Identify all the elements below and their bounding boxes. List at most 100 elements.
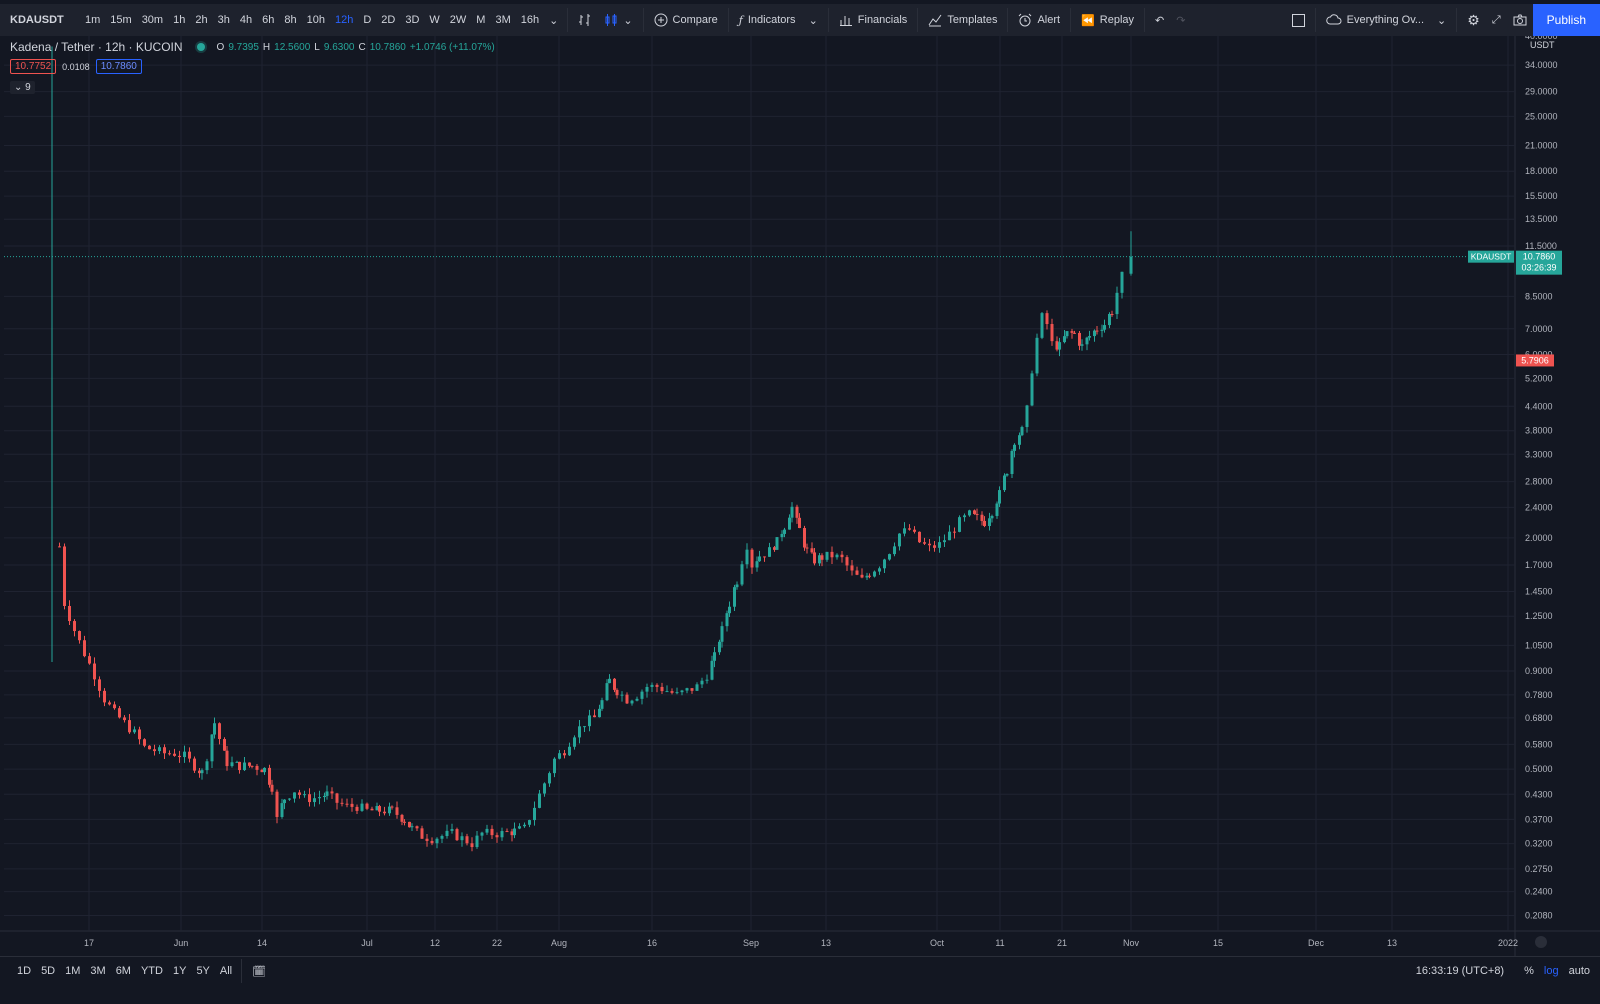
candle-body xyxy=(465,836,469,844)
interval-2D[interactable]: 2D xyxy=(381,14,396,26)
range-5Y[interactable]: 5Y xyxy=(196,965,210,977)
auto-toggle[interactable]: auto xyxy=(1568,965,1590,977)
price-chart[interactable]: 34.0000 29.0000 25.0000 21.0000 18.0000 15.50… xyxy=(0,36,1600,956)
interval-30m[interactable]: 30m xyxy=(141,14,164,26)
log-toggle[interactable]: log xyxy=(1543,965,1559,977)
collapse-indicators-button[interactable]: ⌄ 9 xyxy=(10,81,35,94)
interval-12h[interactable]: 12h xyxy=(334,14,354,26)
redo-button[interactable]: ↷ xyxy=(1170,4,1191,36)
indicators-button[interactable]: ƒ Indicators ⌄ xyxy=(733,4,824,36)
interval-D[interactable]: D xyxy=(363,14,372,26)
interval-10h[interactable]: 10h xyxy=(306,14,325,26)
candle-body xyxy=(640,691,644,699)
percent-toggle[interactable]: % xyxy=(1524,965,1534,977)
settings-button[interactable]: ⚙ xyxy=(1461,4,1486,36)
candle-body xyxy=(313,798,316,803)
compare-label: Compare xyxy=(672,14,718,26)
interval-M[interactable]: M xyxy=(476,14,486,26)
layout-button[interactable]: Everything Ov... ⌄ xyxy=(1320,4,1453,36)
interval-dropdown-icon[interactable]: ⌄ xyxy=(549,14,559,27)
range-3M[interactable]: 3M xyxy=(90,965,106,977)
candle-body xyxy=(388,806,391,814)
sell-price[interactable]: 10.7752 xyxy=(10,59,57,74)
interval-6h[interactable]: 6h xyxy=(262,14,275,26)
interval-8h[interactable]: 8h xyxy=(284,14,297,26)
interval-3D[interactable]: 3D xyxy=(405,14,420,26)
candle-body xyxy=(735,584,739,588)
candle-body xyxy=(1120,271,1124,293)
interval-1h[interactable]: 1h xyxy=(173,14,186,26)
interval-15m[interactable]: 15m xyxy=(110,14,132,26)
candle-body xyxy=(298,792,301,795)
fullscreen-button[interactable]: ⤢ xyxy=(1486,4,1507,36)
interval-W[interactable]: W xyxy=(429,14,440,26)
publish-button[interactable]: Publish xyxy=(1532,4,1600,36)
candle-body xyxy=(225,750,229,767)
candle-body xyxy=(505,831,509,833)
price-tick-label: 7.0000 xyxy=(1525,324,1553,334)
bar-style-button[interactable] xyxy=(572,4,598,36)
candle-body xyxy=(710,660,714,680)
candle-body xyxy=(600,700,604,709)
compare-button[interactable]: Compare xyxy=(648,4,724,36)
axis-settings-icon[interactable] xyxy=(1535,936,1547,948)
candle-body xyxy=(263,767,266,773)
financials-button[interactable]: Financials xyxy=(833,4,914,36)
range-YTD[interactable]: YTD xyxy=(140,965,163,977)
last-price-label: 10.7860 xyxy=(1523,252,1556,262)
interval-4h[interactable]: 4h xyxy=(239,14,253,26)
market-status-icon xyxy=(196,43,205,51)
time-tick-label: 13 xyxy=(821,938,831,948)
rewind-icon: ⏪ xyxy=(1081,14,1095,27)
candle-body xyxy=(403,821,406,823)
range-All[interactable]: All xyxy=(219,965,233,977)
range-5D[interactable]: 5D xyxy=(41,965,56,977)
symbol-price-tag xyxy=(1468,250,1514,263)
range-1Y[interactable]: 1Y xyxy=(172,965,187,977)
screenshot-button[interactable] xyxy=(1507,4,1533,36)
candle-body xyxy=(883,559,886,569)
candle-body xyxy=(810,548,814,553)
high-value: 12.5600 xyxy=(274,41,311,53)
symbol-search[interactable]: KDAUSDT xyxy=(10,14,64,26)
interval-1m[interactable]: 1m xyxy=(85,14,101,26)
interval-16h[interactable]: 16h xyxy=(520,14,540,26)
range-1D[interactable]: 1D xyxy=(17,965,32,977)
candle-body xyxy=(383,811,386,814)
replay-button[interactable]: ⏪ Replay xyxy=(1075,4,1140,36)
price-tick-label: 4.4000 xyxy=(1525,401,1553,411)
candle-body xyxy=(958,517,961,532)
undo-button[interactable]: ↶ xyxy=(1149,4,1170,36)
symbol-title[interactable]: Kadena / Tether · 12h · KUCOIN xyxy=(10,40,183,54)
candle-body xyxy=(435,838,439,844)
divider xyxy=(827,8,829,32)
fullscreen-layout-button[interactable] xyxy=(1286,4,1311,36)
price-tick-label: 29.0000 xyxy=(1525,87,1558,97)
interval-3M[interactable]: 3M xyxy=(495,14,511,26)
candle-body xyxy=(1005,473,1009,476)
interval-3h[interactable]: 3h xyxy=(217,14,230,26)
candles-style-button[interactable]: ⌄ xyxy=(598,4,638,36)
candle-body xyxy=(720,626,724,642)
range-1M[interactable]: 1M xyxy=(65,965,81,977)
price-tick-label: 0.5000 xyxy=(1525,764,1553,774)
candle-body xyxy=(888,554,891,560)
clock-time[interactable]: 16:33:19 (UTC+8) xyxy=(1415,965,1505,977)
candle-body xyxy=(690,688,694,691)
buy-price[interactable]: 10.7860 xyxy=(95,59,142,74)
templates-button[interactable]: Templates xyxy=(922,4,1003,36)
alert-button[interactable]: Alert xyxy=(1012,4,1066,36)
candle-body xyxy=(713,652,716,661)
candle-body xyxy=(533,807,536,821)
price-tick-label: 0.3700 xyxy=(1525,814,1553,824)
candle-body xyxy=(1065,331,1069,337)
price-tick-label: 1.0500 xyxy=(1525,640,1553,650)
candle-body xyxy=(763,556,766,558)
candle-body xyxy=(63,546,66,606)
range-6M[interactable]: 6M xyxy=(115,965,131,977)
divider xyxy=(1314,8,1316,32)
currency-label[interactable]: USDT xyxy=(1530,40,1555,50)
interval-2h[interactable]: 2h xyxy=(195,14,208,26)
interval-2W[interactable]: 2W xyxy=(449,14,467,26)
goto-date-button[interactable]: 🗓 xyxy=(246,955,272,987)
